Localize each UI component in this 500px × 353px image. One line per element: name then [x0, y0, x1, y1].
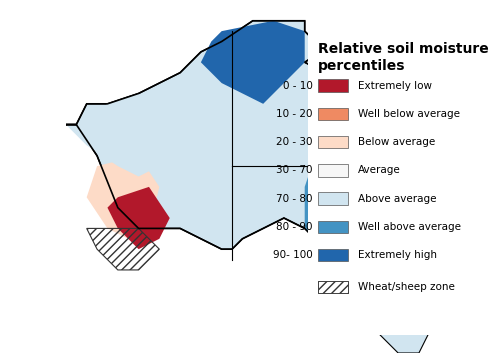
Polygon shape [378, 52, 430, 125]
Polygon shape [66, 94, 180, 176]
Polygon shape [108, 187, 170, 249]
Text: 80 - 90: 80 - 90 [276, 222, 312, 232]
Text: Extremely high: Extremely high [358, 250, 436, 260]
Text: 70 - 80: 70 - 80 [276, 193, 312, 204]
Text: 10 - 20: 10 - 20 [276, 109, 312, 119]
Text: Below average: Below average [358, 137, 435, 147]
Text: Average: Average [358, 165, 400, 175]
Text: Wheat/sheep zone: Wheat/sheep zone [358, 282, 454, 292]
Text: Extremely low: Extremely low [358, 80, 432, 91]
Text: 20 - 30: 20 - 30 [276, 137, 312, 147]
Polygon shape [201, 21, 304, 104]
Polygon shape [86, 156, 160, 239]
Text: Above average: Above average [358, 193, 436, 204]
Text: Well above average: Well above average [358, 222, 461, 232]
Text: Relative soil moisture
percentiles: Relative soil moisture percentiles [318, 42, 488, 73]
Text: 90- 100: 90- 100 [273, 250, 312, 260]
Text: 0 - 10: 0 - 10 [282, 80, 312, 91]
Polygon shape [408, 156, 492, 291]
Text: 30 - 70: 30 - 70 [276, 165, 312, 175]
Polygon shape [66, 21, 492, 301]
Polygon shape [378, 311, 430, 353]
Text: Well below average: Well below average [358, 109, 460, 119]
Polygon shape [304, 125, 419, 259]
